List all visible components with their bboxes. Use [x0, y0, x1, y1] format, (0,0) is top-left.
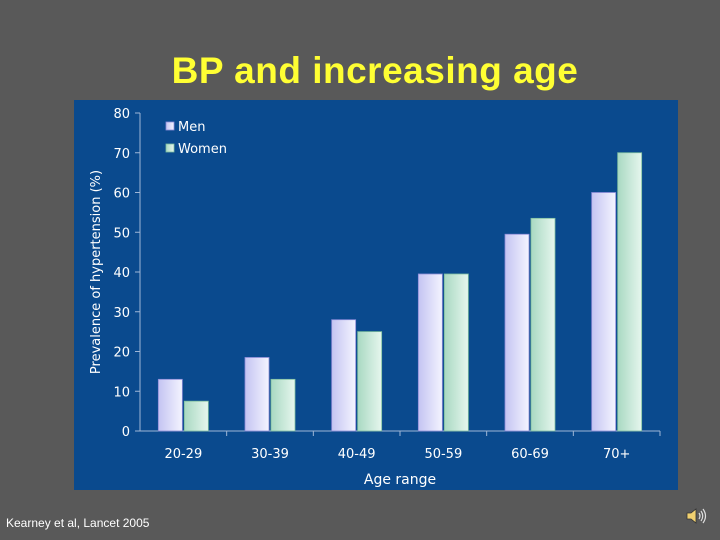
- legend-label-men: Men: [178, 120, 205, 135]
- bar-men-70+: [591, 192, 617, 432]
- legend-swatch-women: [165, 143, 175, 153]
- y-tick-label: 30: [113, 306, 130, 321]
- y-tick-label: 60: [113, 187, 130, 202]
- x-tick-label: 20-29: [164, 447, 202, 462]
- chart-bars: [157, 152, 643, 432]
- bar-women-20-29: [183, 400, 209, 432]
- y-tick-label: 0: [122, 425, 130, 440]
- x-tick-label: 70+: [603, 447, 630, 462]
- legend-label-women: Women: [178, 142, 227, 157]
- y-tick-label: 70: [113, 147, 130, 162]
- x-axis-label: Age range: [364, 472, 436, 488]
- bar-men-40-49: [331, 319, 357, 432]
- y-tick-label: 80: [113, 107, 130, 122]
- bar-women-50-59: [443, 273, 469, 432]
- bar-men-60-69: [504, 233, 530, 432]
- chart-axes: 0 10 20 30 40 50 60 70 80 Prevalence of hypertens…: [89, 107, 661, 488]
- bar-women-70+: [617, 152, 643, 432]
- y-tick-label: 20: [113, 346, 130, 361]
- x-tick-label: 50-59: [424, 447, 462, 462]
- chart-container: 0 10 20 30 40 50 60 70 80 Prevalence of hypertens…: [74, 100, 678, 490]
- bar-chart: 0 10 20 30 40 50 60 70 80 Prevalence of hypertens…: [74, 100, 678, 490]
- legend-swatch-men: [165, 121, 175, 131]
- bar-women-60-69: [530, 217, 556, 432]
- y-tick-label: 40: [113, 266, 130, 281]
- x-tick-label: 30-39: [251, 447, 289, 462]
- x-tick-label: 40-49: [338, 447, 376, 462]
- x-tick-label: 60-69: [511, 447, 549, 462]
- y-tick-label: 10: [113, 385, 130, 400]
- bar-men-30-39: [244, 357, 270, 432]
- bar-women-40-49: [357, 331, 383, 432]
- bar-men-20-29: [157, 378, 183, 432]
- y-axis-label: Prevalence of hypertension (%): [89, 170, 104, 374]
- bar-women-30-39: [270, 378, 296, 432]
- slide-title: BP and increasing age: [171, 50, 579, 91]
- y-tick-label: 50: [113, 226, 130, 241]
- citation: Kearney et al, Lancet 2005: [6, 516, 150, 530]
- speaker-icon[interactable]: [684, 504, 708, 528]
- bar-men-50-59: [417, 273, 443, 432]
- chart-legend: Men Women: [165, 120, 227, 157]
